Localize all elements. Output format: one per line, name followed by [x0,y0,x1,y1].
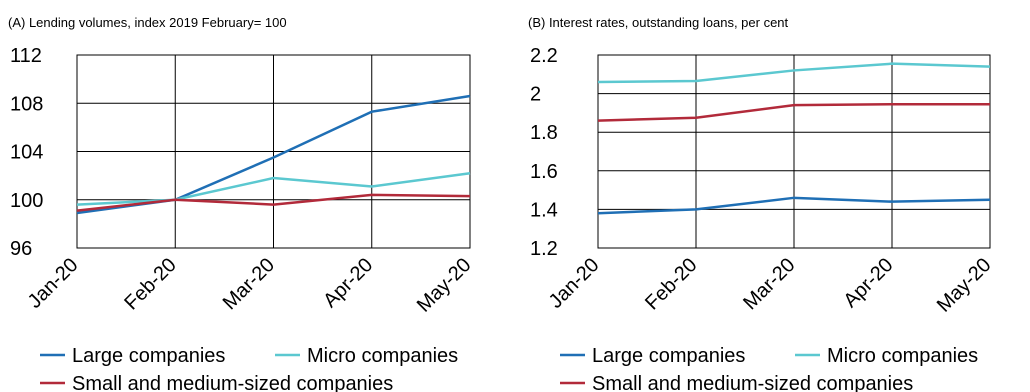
series-line [76,193,471,212]
x-tick-label: Feb-20 [120,254,180,314]
x-tick-label: May-20 [933,254,996,317]
x-tick-label: Apr-20 [319,254,377,312]
x-tick-label: Mar-20 [219,254,279,314]
x-tick-label: Apr-20 [840,254,898,312]
y-tick-label: 2 [530,84,541,106]
y-tick-label: 1.8 [530,122,558,144]
legend-label: Large companies [72,345,225,367]
series-line [597,102,990,122]
legend-label: Small and medium-sized companies [72,373,393,392]
y-tick-label: 108 [10,93,43,115]
legend-label: Micro companies [307,345,458,367]
chart: (B) Interest rates, outstanding loans, p… [528,15,996,392]
series-line [597,62,991,84]
y-tick-label: 100 [10,190,43,212]
x-tick-label: Mar-20 [739,254,799,314]
chart: (A) Lending volumes, index 2019 February… [8,15,476,392]
y-tick-label: 1.2 [530,238,558,260]
series-line [597,196,991,215]
y-tick-label: 2.2 [530,45,558,67]
legend-label: Large companies [592,345,745,367]
y-tick-label: 104 [10,142,43,164]
legend-label: Small and medium-sized companies [592,373,913,392]
y-tick-label: 1.6 [530,161,558,183]
chart-subtitle: (B) Interest rates, outstanding loans, p… [528,15,789,30]
plot-frame [76,54,471,249]
y-tick-label: 112 [10,45,42,67]
legend-label: Micro companies [827,345,978,367]
x-tick-label: Jan-20 [24,254,83,313]
plot-frame [597,54,991,249]
x-tick-label: Feb-20 [641,254,701,314]
x-tick-label: Jan-20 [545,254,604,313]
y-tick-label: 96 [10,238,32,260]
x-tick-label: May-20 [413,254,476,317]
series-line [76,171,471,206]
y-tick-label: 1.4 [530,199,558,221]
chart-subtitle: (A) Lending volumes, index 2019 February… [8,15,287,30]
